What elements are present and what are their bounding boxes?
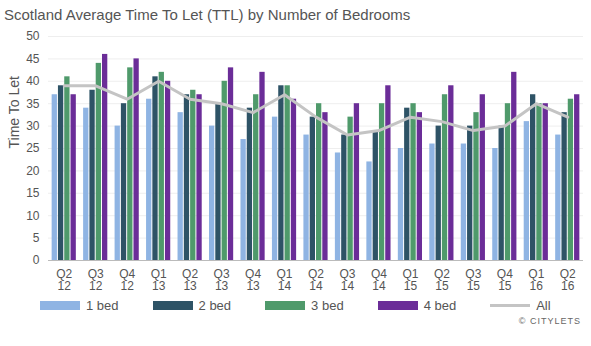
svg-text:Q214: Q214 — [308, 267, 324, 293]
svg-text:40: 40 — [26, 74, 40, 88]
svg-text:35: 35 — [26, 97, 40, 111]
svg-text:Q414: Q414 — [371, 267, 387, 293]
svg-text:30: 30 — [26, 119, 40, 133]
svg-text:Q113: Q113 — [151, 267, 167, 293]
svg-text:15: 15 — [26, 186, 40, 200]
svg-text:0: 0 — [33, 253, 40, 267]
svg-text:Q312: Q312 — [88, 267, 104, 293]
svg-text:10: 10 — [26, 209, 40, 223]
svg-text:Q412: Q412 — [119, 267, 135, 293]
html-text:1 bed: 1 bed — [86, 297, 119, 313]
svg-text:Time To Let: Time To Let — [6, 76, 22, 148]
svg-text:Q116: Q116 — [528, 267, 544, 293]
svg-text:Q114: Q114 — [277, 267, 293, 293]
svg-text:Q313: Q313 — [214, 267, 230, 293]
html-text:2 bed: 2 bed — [198, 297, 232, 313]
svg-text:Q213: Q213 — [182, 267, 198, 293]
svg-text:Q413: Q413 — [245, 267, 261, 293]
svg-text:Q415: Q415 — [497, 267, 513, 293]
svg-text:Q315: Q315 — [465, 267, 481, 293]
svg-text:Q212: Q212 — [56, 267, 72, 293]
svg-text:50: 50 — [26, 29, 40, 43]
html-text:All: All — [536, 297, 551, 313]
html-text:4 bed: 4 bed — [423, 297, 457, 313]
svg-text:5: 5 — [33, 231, 40, 245]
svg-text:45: 45 — [26, 52, 40, 66]
html-text:3 bed: 3 bed — [311, 297, 344, 313]
svg-text:20: 20 — [26, 164, 40, 178]
html-text:Scotland Average Time To Let (: Scotland Average Time To Let (TTL) by Nu… — [4, 6, 411, 23]
svg-text:25: 25 — [26, 141, 40, 155]
svg-text:Q314: Q314 — [339, 267, 355, 293]
svg-text:Q215: Q215 — [434, 267, 450, 293]
svg-text:Q216: Q216 — [560, 267, 576, 293]
html-text:© CITYLETS: © CITYLETS — [518, 316, 581, 326]
svg-text:Q115: Q115 — [402, 267, 418, 293]
